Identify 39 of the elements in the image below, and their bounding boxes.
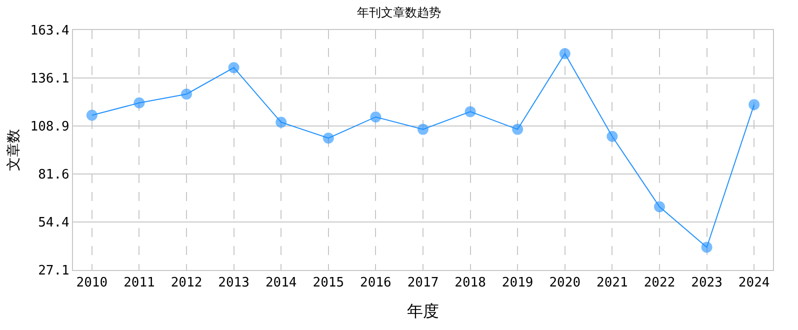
point: [370, 111, 382, 122]
point: [181, 88, 192, 100]
y-tick-label: 136.1: [30, 72, 70, 87]
point: [701, 242, 712, 253]
y-tick-label: 54.4: [38, 215, 70, 230]
x-tick-label: 2015: [312, 276, 344, 291]
y-tick-label: 81.6: [38, 168, 70, 183]
x-tick-label: 2018: [454, 276, 486, 291]
x-tick-label: 2020: [549, 276, 581, 291]
chart-title: 年刊文章数趋势: [357, 6, 441, 20]
x-tick-label: 2017: [407, 276, 439, 291]
point: [418, 124, 428, 135]
x-tick-label: 2016: [360, 276, 392, 291]
x-tick-label: 2022: [644, 276, 676, 291]
x-axis-title: 年度: [407, 301, 439, 320]
point: [86, 110, 98, 121]
point: [654, 201, 665, 212]
point: [559, 48, 570, 60]
point: [606, 130, 618, 142]
x-tick-label: 2012: [170, 276, 202, 291]
point: [748, 99, 760, 110]
y-tick-label: 27.1: [38, 264, 70, 279]
point: [464, 106, 476, 118]
x-tick-label: 2014: [265, 276, 297, 291]
y-tick-label: 108.9: [30, 120, 70, 135]
point: [512, 124, 524, 135]
y-tick-label: 163.4: [30, 24, 70, 39]
x-tick-label: 2023: [691, 276, 722, 291]
x-tick-label: 2021: [596, 276, 628, 291]
point: [322, 132, 334, 144]
point: [134, 97, 145, 108]
x-tick-label: 2011: [124, 276, 155, 291]
point: [228, 62, 240, 74]
point: [276, 116, 287, 128]
x-tick-label: 2010: [76, 276, 108, 291]
y-axis-title: 文章数: [6, 129, 22, 171]
x-tick-label: 2013: [218, 276, 250, 291]
x-tick-label: 2019: [502, 276, 534, 291]
x-tick-label: 2024: [738, 276, 770, 291]
